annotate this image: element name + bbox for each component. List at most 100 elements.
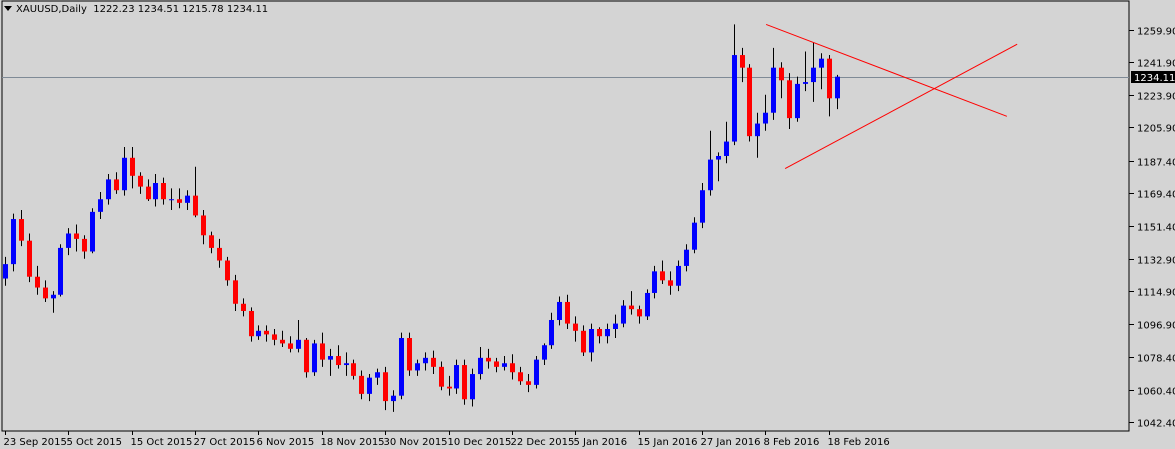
candle-bull bbox=[90, 211, 95, 252]
candle-bull bbox=[185, 195, 190, 203]
candle-bear bbox=[82, 238, 87, 252]
candle-bull bbox=[98, 199, 103, 212]
candle-bull bbox=[771, 67, 776, 113]
plot-area bbox=[1, 0, 1130, 432]
candle-bull bbox=[652, 271, 657, 293]
dropdown-arrow-icon[interactable] bbox=[4, 6, 12, 11]
y-tick-label: 1205.90 bbox=[1137, 124, 1175, 135]
candle-bull bbox=[676, 265, 681, 286]
candle-bull bbox=[478, 357, 483, 375]
candle-bear bbox=[130, 157, 135, 176]
candle-bull bbox=[66, 233, 71, 248]
candle-bull bbox=[589, 329, 594, 353]
candle-bear bbox=[19, 219, 24, 241]
candle-bear bbox=[351, 363, 356, 376]
x-tick-label: 27 Jan 2016 bbox=[701, 437, 761, 448]
candle-bull bbox=[613, 323, 618, 330]
candle-bull bbox=[169, 199, 174, 201]
symbol-label: XAUUSD,Daily bbox=[16, 4, 87, 15]
candle-bull bbox=[557, 301, 562, 320]
x-tick-label: 10 Dec 2015 bbox=[448, 437, 512, 448]
candle-bear bbox=[336, 356, 341, 366]
candle-bull bbox=[454, 365, 459, 389]
x-tick-label: 8 Feb 2016 bbox=[764, 437, 820, 448]
x-tick-label: 15 Oct 2015 bbox=[131, 437, 193, 448]
candle-bear bbox=[462, 365, 467, 400]
candle-bear bbox=[233, 280, 238, 304]
candle-bull bbox=[811, 67, 816, 83]
y-tick-label: 1151.40 bbox=[1137, 223, 1175, 234]
candle-bull bbox=[391, 395, 396, 402]
candle-bear bbox=[747, 67, 752, 137]
triangle-trendline bbox=[784, 43, 1018, 170]
candle-bull bbox=[700, 190, 705, 223]
candle-bull bbox=[106, 179, 111, 200]
candle-bull bbox=[716, 155, 721, 160]
candle-bear bbox=[668, 280, 673, 286]
candle-bull bbox=[296, 339, 301, 349]
y-tick-label: 1114.90 bbox=[1137, 288, 1175, 299]
candle-bear bbox=[383, 372, 388, 402]
candle-bear bbox=[439, 366, 444, 387]
candle-bear bbox=[217, 247, 222, 261]
x-tick-label: 5 Jan 2016 bbox=[574, 437, 628, 448]
x-tick-label: 6 Nov 2015 bbox=[257, 437, 315, 448]
candle-bull bbox=[763, 112, 768, 124]
y-tick-label: 1187.40 bbox=[1137, 158, 1175, 169]
candle-bear bbox=[660, 271, 665, 281]
candle-bear bbox=[510, 363, 515, 373]
candle-bull bbox=[732, 55, 737, 142]
candle-bear bbox=[431, 357, 436, 367]
y-tick-label: 1259.90 bbox=[1137, 27, 1175, 38]
candle-bull bbox=[423, 357, 428, 364]
candle-bear bbox=[35, 276, 40, 288]
candle-bear bbox=[629, 305, 634, 310]
current-price-marker bbox=[1131, 71, 1175, 83]
candle-bear bbox=[27, 240, 32, 277]
candle-bull bbox=[645, 292, 650, 317]
x-tick-label: 30 Nov 2015 bbox=[384, 437, 448, 448]
y-tick-label: 1169.40 bbox=[1137, 190, 1175, 201]
candle-bull bbox=[692, 222, 697, 250]
candle-bull bbox=[312, 343, 317, 373]
candle-bear bbox=[518, 372, 523, 382]
y-tick-label: 1060.40 bbox=[1137, 387, 1175, 398]
x-tick-label: 15 Jan 2016 bbox=[638, 437, 698, 448]
candle-bull bbox=[58, 247, 63, 295]
candle-bear bbox=[573, 323, 578, 331]
candle-bull bbox=[415, 363, 420, 371]
x-tick-label: 18 Feb 2016 bbox=[828, 437, 890, 448]
candle-bull bbox=[755, 123, 760, 137]
ohlc-readout: 1222.23 1234.51 1215.78 1234.11 bbox=[93, 4, 269, 15]
candle-bull bbox=[605, 329, 610, 337]
candle-bear bbox=[407, 338, 412, 371]
current-price-marker-label: 1234.11 bbox=[1134, 73, 1175, 84]
candle-bear bbox=[177, 199, 182, 203]
candle-bear bbox=[486, 357, 491, 362]
candle-bear bbox=[740, 55, 745, 68]
x-tick-label: 5 Oct 2015 bbox=[67, 437, 122, 448]
x-tick-label: 18 Nov 2015 bbox=[321, 437, 385, 448]
candle-bear bbox=[494, 361, 499, 367]
candle-bull bbox=[344, 363, 349, 366]
candle-bear bbox=[146, 186, 151, 200]
candle-bull bbox=[534, 359, 539, 385]
candle-bull bbox=[122, 157, 127, 191]
y-tick-label: 1132.90 bbox=[1137, 256, 1175, 267]
candle-bear bbox=[359, 375, 364, 394]
candle-bull bbox=[375, 372, 380, 378]
candle-bull bbox=[708, 159, 713, 191]
candle-bear bbox=[787, 80, 792, 119]
candle-bear bbox=[304, 339, 309, 373]
candle-bull bbox=[549, 319, 554, 346]
candle-bear bbox=[209, 235, 214, 248]
candle-bear bbox=[138, 175, 143, 187]
candle-bear bbox=[272, 334, 277, 340]
candle-bear bbox=[280, 339, 285, 344]
candle-bear bbox=[264, 330, 269, 335]
candle-bear bbox=[526, 381, 531, 385]
candle-bull bbox=[256, 330, 261, 337]
candle-bull bbox=[502, 363, 507, 367]
